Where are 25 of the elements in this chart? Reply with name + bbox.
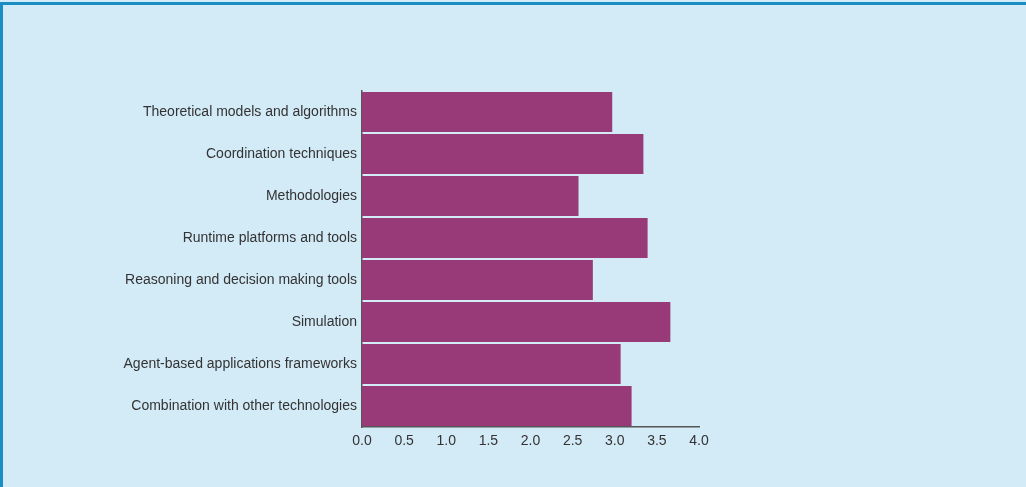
y-tick-label: Simulation: [291, 312, 357, 329]
x-tick-label: 3.0: [605, 432, 625, 449]
x-tick-label: 2.5: [562, 432, 583, 449]
bar: [362, 133, 644, 175]
y-tick-label: Coordination techniques: [206, 144, 357, 161]
x-tick-label: 4.0: [689, 432, 709, 449]
y-tick-label: Runtime platforms and tools: [182, 228, 357, 245]
y-tick-label: Reasoning and decision making tools: [125, 270, 357, 287]
bar: [362, 385, 632, 427]
x-tick-label: 1.0: [436, 432, 457, 449]
bar: [362, 175, 579, 217]
bar: [362, 259, 593, 301]
x-tick-label: 1.5: [478, 432, 499, 449]
x-tick-label: 0.5: [394, 432, 415, 449]
x-tick-label: 2.0: [520, 432, 541, 449]
bar: [362, 91, 613, 133]
x-tick-label: 0.0: [352, 432, 372, 449]
x-tick-label: 3.5: [647, 432, 667, 449]
y-tick-label: Methodologies: [265, 186, 357, 203]
bar: [362, 301, 671, 343]
bar: [362, 217, 648, 259]
bar: [362, 343, 621, 385]
y-tick-label: Theoretical models and algorithms: [143, 102, 357, 119]
y-tick-label: Agent-based applications frameworks: [123, 354, 357, 371]
y-tick-label: Combination with other technologies: [131, 396, 357, 413]
